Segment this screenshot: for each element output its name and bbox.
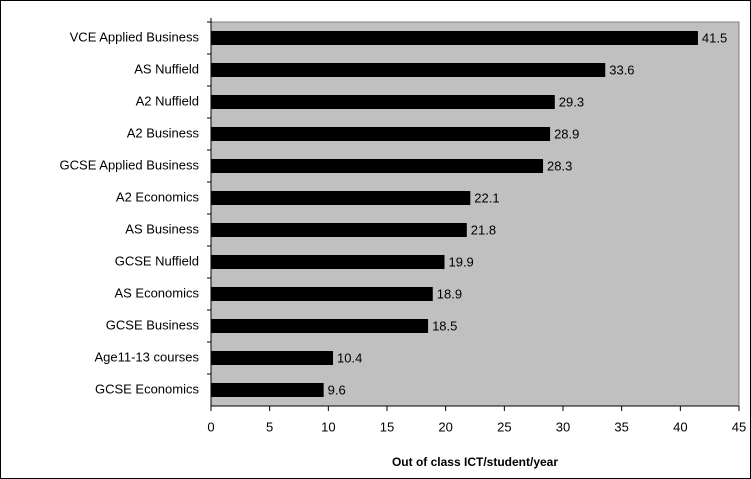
bar [211, 159, 544, 173]
x-tick-label: 45 [732, 419, 746, 434]
x-axis-title: Out of class ICT/student/year [392, 455, 558, 469]
y-tick-label: A2 Economics [116, 189, 200, 204]
y-tick-label: VCE Applied Business [70, 29, 200, 44]
data-label: 9.6 [328, 382, 346, 397]
data-label: 41.5 [702, 30, 727, 45]
y-tick-label: GCSE Economics [95, 381, 200, 396]
bar [211, 63, 606, 77]
bar [211, 95, 555, 109]
x-tick-label: 5 [266, 419, 273, 434]
data-label: 28.3 [547, 158, 572, 173]
x-tick-label: 25 [497, 419, 511, 434]
bar [211, 191, 471, 205]
bar [211, 255, 445, 269]
y-tick-label: A2 Nuffield [136, 93, 199, 108]
bar [211, 127, 551, 141]
x-tick-label: 30 [556, 419, 570, 434]
y-tick-label: A2 Business [127, 125, 200, 140]
y-tick-label: AS Economics [114, 285, 199, 300]
bar [211, 287, 433, 301]
y-tick-label: GCSE Nuffield [115, 253, 199, 268]
x-tick-label: 0 [207, 419, 214, 434]
x-tick-label: 20 [438, 419, 452, 434]
bar [211, 319, 429, 333]
bar [211, 31, 698, 45]
data-label: 19.9 [448, 254, 473, 269]
bar [211, 351, 334, 365]
y-tick-label: Age11-13 courses [94, 349, 199, 364]
data-label: 28.9 [554, 126, 579, 141]
data-label: 21.8 [471, 222, 496, 237]
y-tick-label: GCSE Applied Business [60, 157, 200, 172]
data-label: 10.4 [337, 350, 362, 365]
y-tick-label: AS Nuffield [134, 61, 199, 76]
data-label: 22.1 [474, 190, 499, 205]
plot-area [210, 21, 740, 407]
y-tick-label: GCSE Business [106, 317, 200, 332]
data-label: 18.5 [432, 318, 457, 333]
x-tick-label: 35 [614, 419, 628, 434]
y-tick-label: AS Business [125, 221, 199, 236]
x-tick-label: 15 [380, 419, 394, 434]
bar [211, 383, 324, 397]
data-label: 18.9 [437, 286, 462, 301]
x-tick-label: 40 [673, 419, 687, 434]
data-label: 33.6 [609, 62, 634, 77]
data-label: 29.3 [559, 94, 584, 109]
x-tick-label: 10 [321, 419, 335, 434]
bar [211, 223, 467, 237]
